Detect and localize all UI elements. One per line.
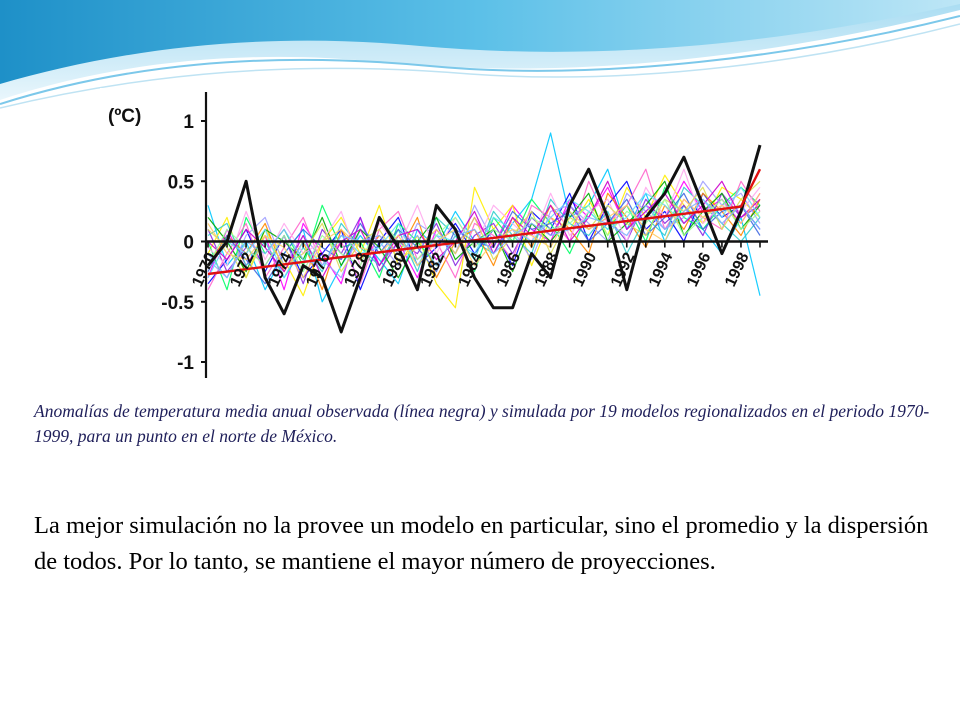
x-tick-label: 1992 — [608, 250, 638, 290]
y-tick-label: 1 — [183, 112, 194, 133]
series-line-modelo-15 — [207, 186, 761, 279]
series-line-modelo-8 — [207, 168, 761, 290]
y-tick-label: -0.5 — [161, 293, 194, 314]
y-tick-label: 0 — [183, 233, 194, 254]
x-tick-label: 1996 — [684, 250, 714, 290]
y-ticks: 1 0.5 0 -0.5 -1 — [161, 92, 208, 378]
series-lines — [206, 132, 762, 334]
zero-axis — [206, 240, 768, 248]
y-tick-label: -1 — [177, 353, 194, 374]
series-line-modelo-3 — [207, 174, 761, 309]
series-line-modelo-13 — [207, 192, 761, 285]
body-paragraph-text: La mejor simulación no la provee un mode… — [34, 512, 929, 575]
header-wave-decoration — [0, 0, 960, 109]
body-paragraph: La mejor simulación no la provee un mode… — [34, 508, 934, 580]
chart-canvas: (ºC) 10.50-0.5-1 1970 1972 1974 1976 1978 198… — [108, 92, 768, 378]
x-tick-label: 1990 — [570, 250, 600, 290]
x-tick-label: 1970 — [189, 250, 219, 290]
x-tick-label: 1994 — [646, 250, 676, 290]
x-tick-label: 1998 — [722, 250, 752, 290]
y-axis-label: (ºC) — [108, 106, 141, 127]
chart-caption: Anomalías de temperatura media anual obs… — [34, 399, 934, 449]
x-tick-label: 1988 — [532, 250, 562, 290]
caption-text: Anomalías de temperatura media anual obs… — [34, 401, 930, 446]
temperature-anomaly-chart: (ºC) 1 0.5 0 -0.5 -1 1970 1972 1974 1976 1978 198… — [100, 88, 790, 388]
series-line-tendencia — [207, 168, 762, 276]
y-tick-label: 0.5 — [168, 172, 195, 193]
series-line-observada — [206, 144, 762, 334]
